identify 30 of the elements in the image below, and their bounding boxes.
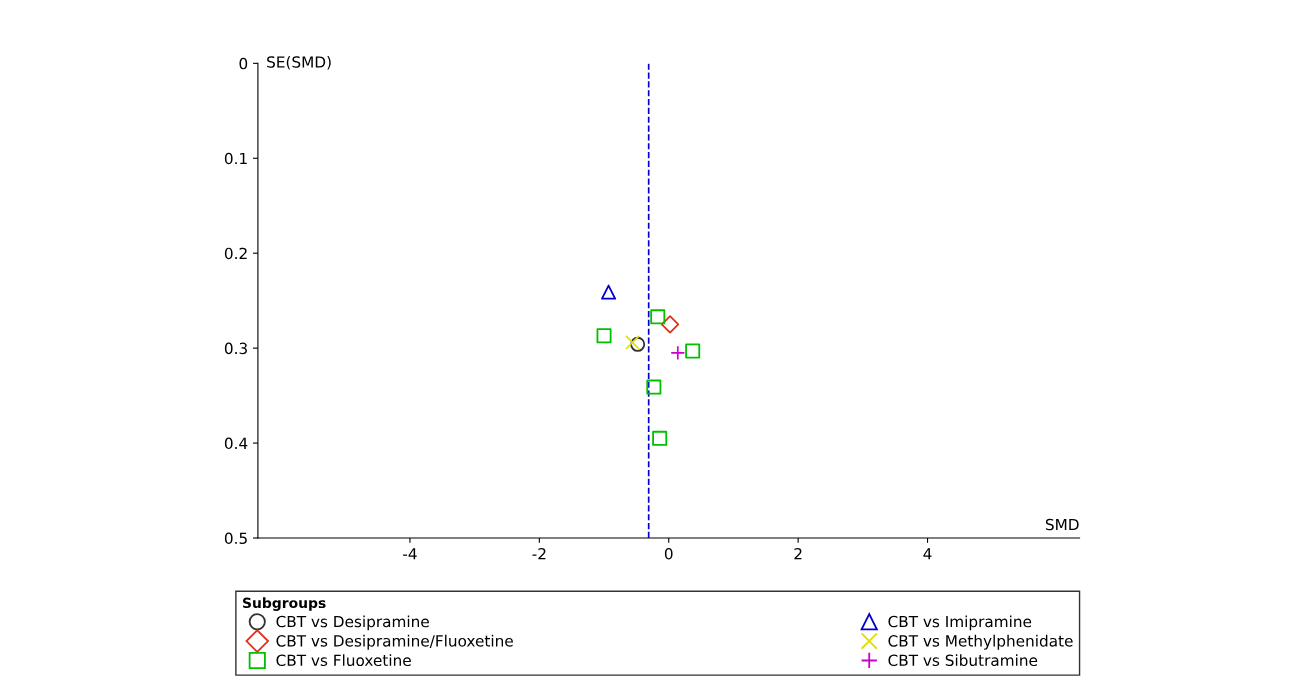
- x-axis-title: SMD: [1045, 518, 1079, 531]
- y-axis-title: SE(SMD): [267, 55, 331, 70]
- legend-label: CBT vs Desipramine: [276, 615, 429, 631]
- y-tick-label: 0: [239, 57, 248, 70]
- x-tick-label: 2: [794, 548, 802, 560]
- legend-label: CBT vs Desipramine/Fluoxetine: [276, 634, 513, 650]
- legend-label: CBT vs Sibutramine: [888, 654, 1038, 667]
- point: [646, 379, 662, 395]
- x-tick-label: -4: [403, 548, 417, 560]
- point: [601, 284, 617, 300]
- legend-title: Subgroups: [242, 597, 326, 611]
- point: [630, 336, 646, 352]
- legend-label: CBT vs Imipramine: [888, 615, 1032, 631]
- x-tick-label: 4: [923, 548, 932, 560]
- point: [670, 345, 686, 361]
- point: [596, 328, 612, 344]
- point: [625, 335, 640, 350]
- point: [650, 309, 666, 325]
- y-tick-label: 0.4: [224, 437, 248, 450]
- x-tick-label: 0: [664, 548, 673, 560]
- point: [660, 315, 680, 334]
- y-tick-label: 0.2: [224, 247, 247, 260]
- legend-label: CBT vs Methylphenidate: [888, 634, 1073, 650]
- x-tick-label: -2: [532, 548, 546, 560]
- y-tick-label: 0.3: [224, 342, 247, 355]
- legend-label: CBT vs Fluoxetine: [276, 654, 411, 667]
- point: [652, 430, 668, 446]
- y-tick-label: 0.5: [224, 532, 247, 545]
- point: [685, 343, 701, 359]
- y-tick-label: 0.1: [224, 152, 247, 165]
